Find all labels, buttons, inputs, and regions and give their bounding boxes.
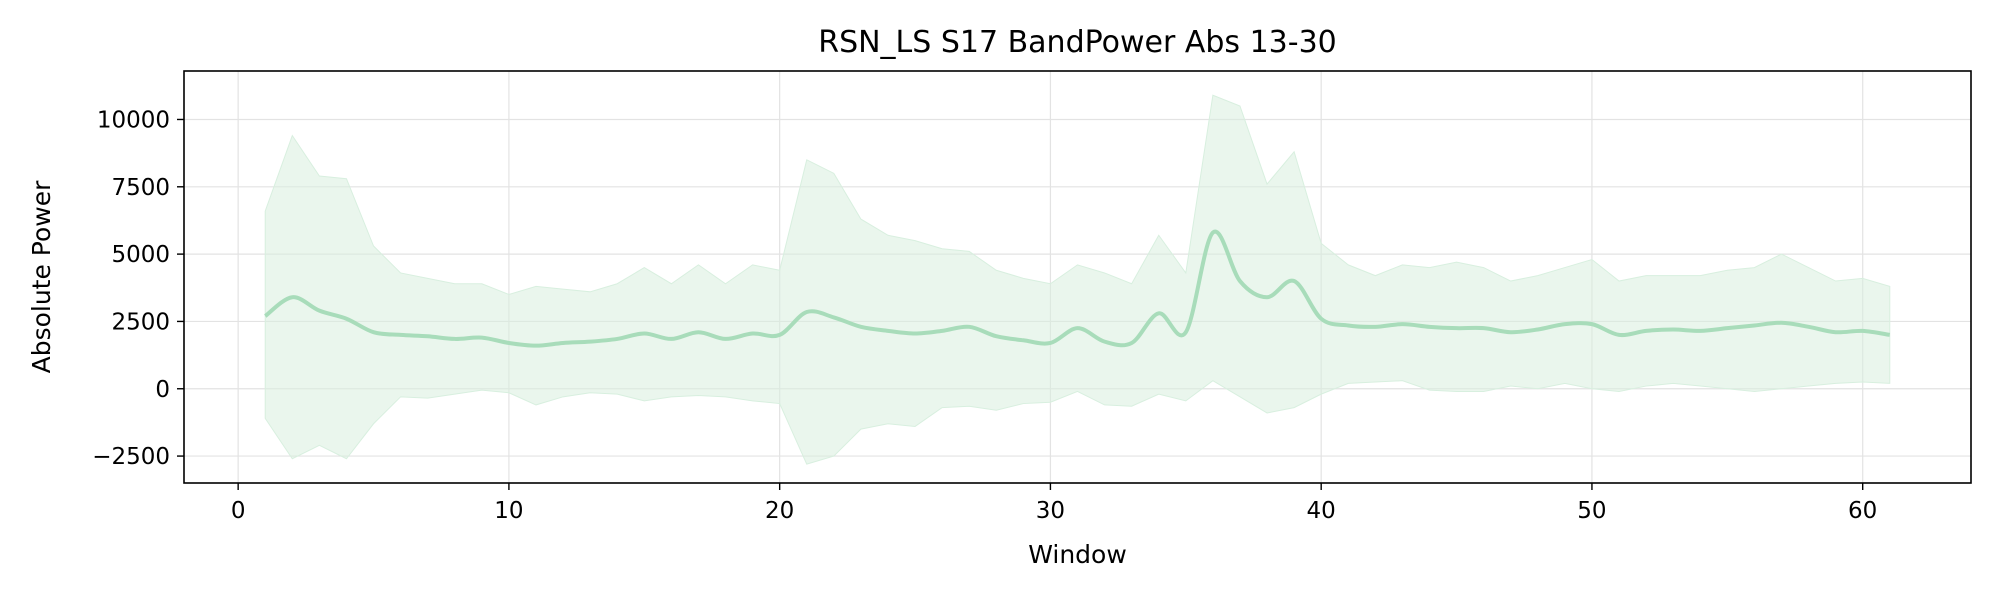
x-tick-label: 10 bbox=[494, 498, 523, 524]
plot-frame bbox=[183, 70, 1972, 484]
y-tick-label: 0 bbox=[155, 377, 170, 403]
y-tick-label: 2500 bbox=[111, 309, 170, 335]
x-tick-label: 0 bbox=[231, 498, 246, 524]
chart-title: RSN_LS S17 BandPower Abs 13-30 bbox=[818, 25, 1337, 60]
x-tick-label: 50 bbox=[1577, 498, 1606, 524]
x-tick-label: 30 bbox=[1036, 498, 1065, 524]
x-tick-label: 20 bbox=[765, 498, 794, 524]
x-axis: 0 10 20 30 40 50 60 bbox=[231, 483, 1877, 524]
y-tick-label: −2500 bbox=[92, 444, 170, 470]
x-tick-label: 60 bbox=[1848, 498, 1877, 524]
mean-line bbox=[263, 229, 1891, 348]
y-tick-label: 10000 bbox=[97, 107, 170, 133]
x-axis-label: Window bbox=[1028, 540, 1127, 569]
y-axis: −2500 0 2500 5000 7500 10000 bbox=[92, 107, 184, 470]
y-axis-label: Absolute Power bbox=[27, 180, 56, 374]
std-band bbox=[264, 94, 1891, 465]
y-tick-label: 7500 bbox=[111, 175, 170, 201]
x-tick-label: 40 bbox=[1307, 498, 1336, 524]
y-tick-label: 5000 bbox=[111, 242, 170, 268]
